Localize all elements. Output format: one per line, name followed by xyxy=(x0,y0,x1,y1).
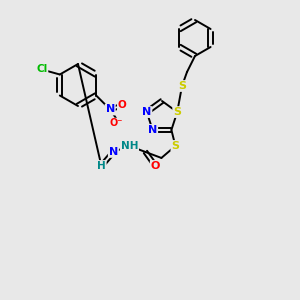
Text: H: H xyxy=(97,161,106,171)
Text: N: N xyxy=(109,147,118,157)
Text: S: S xyxy=(178,81,186,91)
Text: Cl: Cl xyxy=(36,64,47,74)
Text: N: N xyxy=(148,125,157,135)
Text: O: O xyxy=(118,100,127,110)
Text: S: S xyxy=(173,107,181,117)
Text: O⁻: O⁻ xyxy=(110,118,123,128)
Text: S: S xyxy=(171,141,179,151)
Text: NH: NH xyxy=(121,141,138,151)
Text: N: N xyxy=(106,104,115,115)
Text: N: N xyxy=(142,107,152,117)
Text: O: O xyxy=(151,161,160,171)
